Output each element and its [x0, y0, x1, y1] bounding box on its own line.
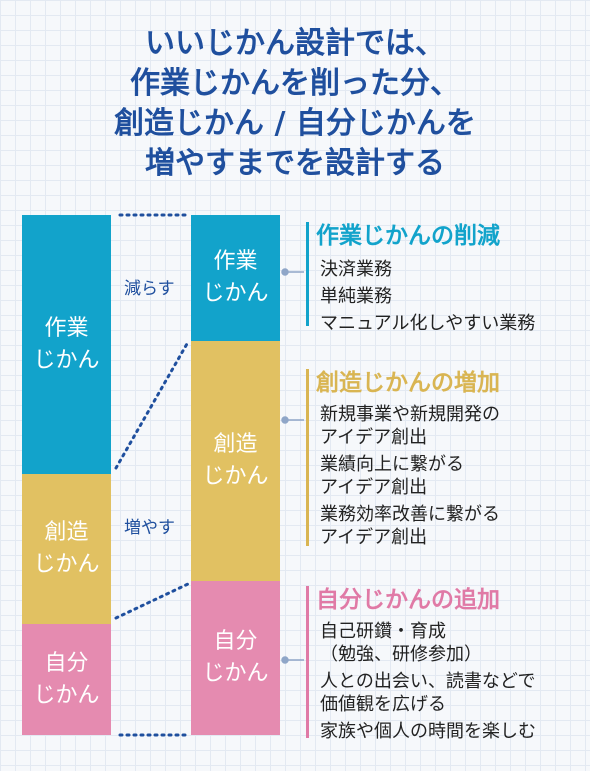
list-item: 単純業務 — [320, 286, 392, 307]
list-item: 家族や個人の時間を楽しむ — [320, 720, 536, 743]
after-work-label: 作業 じかん — [202, 249, 269, 306]
list-item-line: 価値観を広げる — [320, 694, 446, 715]
section-heading: 自分じかんの追加 — [316, 587, 500, 613]
after-creative-label: 創造 じかん — [202, 432, 269, 489]
before-work-time-block: 作業 じかん — [22, 215, 111, 474]
after-self-time-block: 自分 じかん — [191, 581, 280, 735]
list-item-line: アイデア創出 — [320, 427, 428, 448]
title-line: 作業じかんを削った分、 — [130, 66, 460, 101]
reduce-note: 減らす — [124, 279, 175, 299]
after-self-label: 自分 じかん — [202, 629, 269, 686]
list-item-line: アイデア創出 — [320, 477, 428, 498]
list-item-line: 自己研鑽・育成 — [320, 621, 446, 642]
list-item: 業績向上に繋がる アイデア創出 — [320, 453, 500, 499]
list-item-line: 家族や個人の時間を楽しむ — [320, 721, 536, 742]
before-self-label: 自分 じかん — [33, 650, 100, 708]
list-item-line: （勉強、研修参加） — [320, 644, 482, 665]
before-creative-time-block: 創造 じかん — [22, 474, 111, 624]
list-item: 人との出会い、読書などで 価値観を広げる — [320, 670, 536, 716]
creative-to-self-dotted-line — [114, 582, 190, 620]
title-line: 創造じかん / 自分じかんを — [114, 106, 476, 141]
before-creative-label: 創造 じかん — [33, 520, 100, 577]
list-item-line: 人との出会い、読書などで — [320, 671, 536, 692]
list-item: 自己研鑽・育成 （勉強、研修参加） — [320, 620, 536, 666]
title-line: 増やすまでを設計する — [145, 146, 445, 181]
section-accent-bar — [306, 586, 309, 738]
list-item-line: 新規事業や新規開発の — [320, 404, 500, 425]
section-accent-bar — [306, 222, 309, 326]
page-title: いいじかん設計では、 作業じかんを削った分、 創造じかん / 自分じかんを 増や… — [0, 24, 590, 184]
list-item-line: 業務効率改善に繋がる — [320, 504, 500, 525]
section-accent-bar — [306, 369, 309, 546]
before-work-label: 作業 じかん — [33, 315, 100, 373]
after-work-time-block: 作業 じかん — [191, 215, 280, 341]
list-item: 業務効率改善に繋がる アイデア創出 — [320, 503, 500, 549]
after-creative-time-block: 創造 じかん — [191, 341, 280, 581]
list-item: 新規事業や新規開発の アイデア創出 — [320, 403, 500, 449]
list-item: マニュアル化しやすい業務 — [320, 313, 536, 334]
section-heading: 創造じかんの増加 — [316, 370, 500, 396]
before-self-time-block: 自分 じかん — [22, 624, 111, 735]
list-item-line: 業績向上に繋がる — [320, 454, 464, 475]
section-heading: 作業じかんの削減 — [316, 223, 500, 249]
list-item: 決済業務 — [320, 259, 392, 280]
list-item-line: アイデア創出 — [320, 527, 428, 548]
increase-note: 増やす — [124, 518, 175, 538]
title-line: いいじかん設計では、 — [145, 26, 445, 61]
work-to-creative-dotted-line — [114, 340, 190, 470]
